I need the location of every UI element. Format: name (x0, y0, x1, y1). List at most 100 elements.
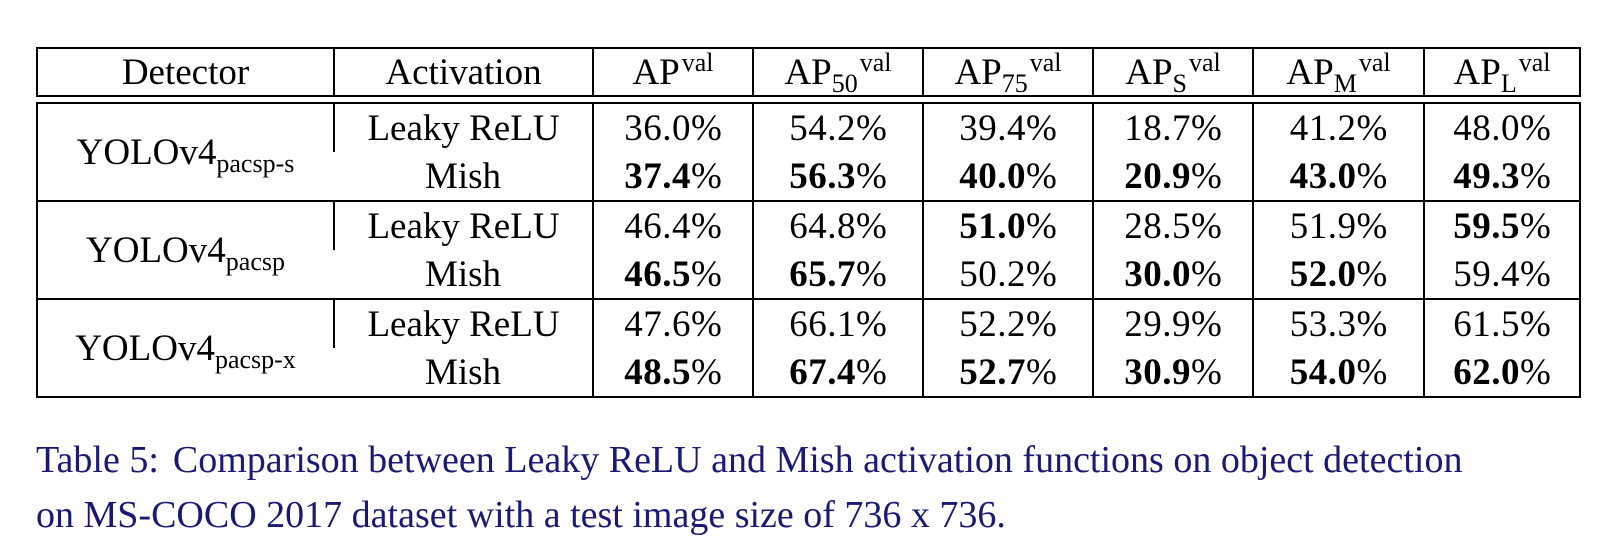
percent-sign: % (1356, 303, 1388, 345)
metric-base: AP (1453, 51, 1501, 93)
percent-sign: % (1356, 253, 1388, 295)
metric-value-cell: 30.0% (1092, 250, 1253, 299)
metric-value: 66.1 (789, 303, 856, 345)
percent-sign: % (855, 107, 887, 149)
percent-sign: % (1190, 155, 1222, 197)
metric-value: 30.9 (1124, 351, 1191, 393)
metric-value: 48.0 (1453, 107, 1520, 149)
metric-value-cell: 54.0% (1252, 348, 1424, 397)
metric-value-cell: 51.9% (1252, 201, 1424, 250)
metric-base: AP (632, 51, 680, 93)
percent-sign: % (1190, 205, 1222, 247)
percent-sign: % (1356, 155, 1388, 197)
metric-value: 41.2 (1289, 107, 1357, 149)
metric-value: 30.0 (1124, 253, 1191, 295)
metric-value: 49.3 (1453, 155, 1520, 197)
activation-cell: Leaky ReLU (333, 103, 593, 152)
metric-value: 67.4 (789, 351, 856, 393)
metric-value-cell: 56.3% (752, 152, 923, 201)
metric-value: 59.4 (1453, 253, 1520, 295)
activation-cell: Leaky ReLU (333, 299, 593, 348)
metric-value: 51.9 (1289, 205, 1357, 247)
metric-value-cell: 37.4% (592, 152, 753, 201)
metric-value-cell: 30.9% (1092, 348, 1253, 397)
metric-value-cell: 62.0% (1423, 348, 1580, 397)
percent-sign: % (1519, 253, 1551, 295)
metric-value-cell: 59.5% (1423, 201, 1580, 250)
metric-value: 50.2 (959, 253, 1026, 295)
percent-sign: % (1519, 155, 1551, 197)
table-row: YOLOv4pacsp-s Leaky ReLU 36.0% 54.2% 39.4% 18… (37, 103, 1580, 176)
activation-cell: Mish (424, 351, 502, 393)
percent-sign: % (1190, 303, 1222, 345)
metric-base: AP (784, 51, 832, 93)
percent-sign: % (855, 253, 887, 295)
metric-value: 40.0 (959, 155, 1026, 197)
metric-value-cell: 67.4% (752, 348, 923, 397)
metric-subscript: L (1500, 68, 1517, 98)
metric-value: 56.3 (789, 155, 856, 197)
metric-value: 46.5 (624, 253, 691, 295)
detector-subscript: pacsp-x (214, 344, 296, 374)
caption-line-1: Table 5: Comparison between Leaky ReLU an… (36, 433, 1576, 488)
detector-subscript: pacsp (225, 246, 285, 276)
metric-value: 20.9 (1124, 155, 1191, 197)
detector-group: YOLOv4pacsp Leaky ReLU 46.4% 64.8% 51.0% 28.5… (37, 201, 1580, 299)
metric-value: 59.5 (1453, 205, 1520, 247)
metric-value-cell: 61.5% (1423, 299, 1580, 348)
caption-label: Table 5: (36, 439, 159, 481)
percent-sign: % (690, 155, 722, 197)
metric-value-cell: 49.3% (1423, 152, 1580, 201)
metric-base: AP (1125, 51, 1173, 93)
metric-value: 54.2 (789, 107, 856, 149)
metric-base: AP (954, 51, 1002, 93)
percent-sign: % (690, 107, 722, 149)
metric-value: 64.8 (789, 205, 856, 247)
detector-cell: YOLOv4pacsp (37, 201, 334, 299)
percent-sign: % (1519, 303, 1551, 345)
metric-value: 46.4 (624, 205, 691, 247)
percent-sign: % (855, 205, 887, 247)
activation-cell: Mish (424, 155, 502, 197)
metric-value: 37.4 (624, 155, 691, 197)
detector-cell: YOLOv4pacsp-x (37, 299, 334, 397)
metric-subscript: 75 (1001, 68, 1028, 98)
metric-value-cell: 46.5% (592, 250, 753, 299)
percent-sign: % (855, 303, 887, 345)
metric-value-cell: 18.7% (1092, 103, 1253, 152)
detector-group: YOLOv4pacsp-s Leaky ReLU 36.0% 54.2% 39.4% 18… (37, 103, 1580, 201)
metric-value-cell: 47.6% (592, 299, 753, 348)
table-row: Mish 37.4% 56.3% 40.0% 20.9% 43.0% 49.3% (37, 152, 1580, 201)
metric-value: 52.2 (959, 303, 1026, 345)
metric-value-cell: 52.0% (1252, 250, 1424, 299)
table-header: Detector Activation APval AP50val AP75val APS… (36, 47, 1581, 97)
metric-value-cell: 41.2% (1252, 103, 1424, 152)
table-row: YOLOv4pacsp-x Leaky ReLU 47.6% 66.1% 52.2% 29… (37, 299, 1580, 372)
table-row: YOLOv4pacsp Leaky ReLU 46.4% 64.8% 51.0% 28.5… (37, 201, 1580, 274)
metric-value: 39.4 (959, 107, 1026, 149)
column-header-metric: AP75val (922, 47, 1093, 98)
activation-cell: Leaky ReLU (333, 201, 593, 250)
percent-sign: % (855, 351, 887, 393)
results-table: Detector Activation APval AP50val AP75val APS… (36, 47, 1581, 398)
metric-value-cell: 54.2% (752, 103, 923, 152)
metric-value: 29.9 (1124, 303, 1191, 345)
caption-line-2: on MS-COCO 2017 dataset with a test imag… (36, 488, 1576, 543)
metric-value-cell: 46.4% (592, 201, 753, 250)
metric-value-cell: 48.5% (592, 348, 753, 397)
metric-value: 18.7 (1124, 107, 1191, 149)
metric-superscript: val (1518, 47, 1551, 77)
percent-sign: % (1025, 303, 1057, 345)
detector-subscript: pacsp-s (216, 148, 295, 178)
percent-sign: % (1025, 155, 1057, 197)
metric-superscript: val (859, 47, 892, 77)
caption-text-1: Comparison between Leaky ReLU and Mish a… (172, 439, 1463, 481)
percent-sign: % (1025, 253, 1057, 295)
metric-subscript: S (1172, 68, 1187, 98)
percent-sign: % (1025, 351, 1057, 393)
metric-value: 53.3 (1289, 303, 1357, 345)
metric-value-cell: 53.3% (1252, 299, 1424, 348)
detector-name: YOLOv4 (75, 327, 215, 369)
metric-base: AP (1286, 51, 1334, 93)
metric-superscript: val (1029, 47, 1062, 77)
